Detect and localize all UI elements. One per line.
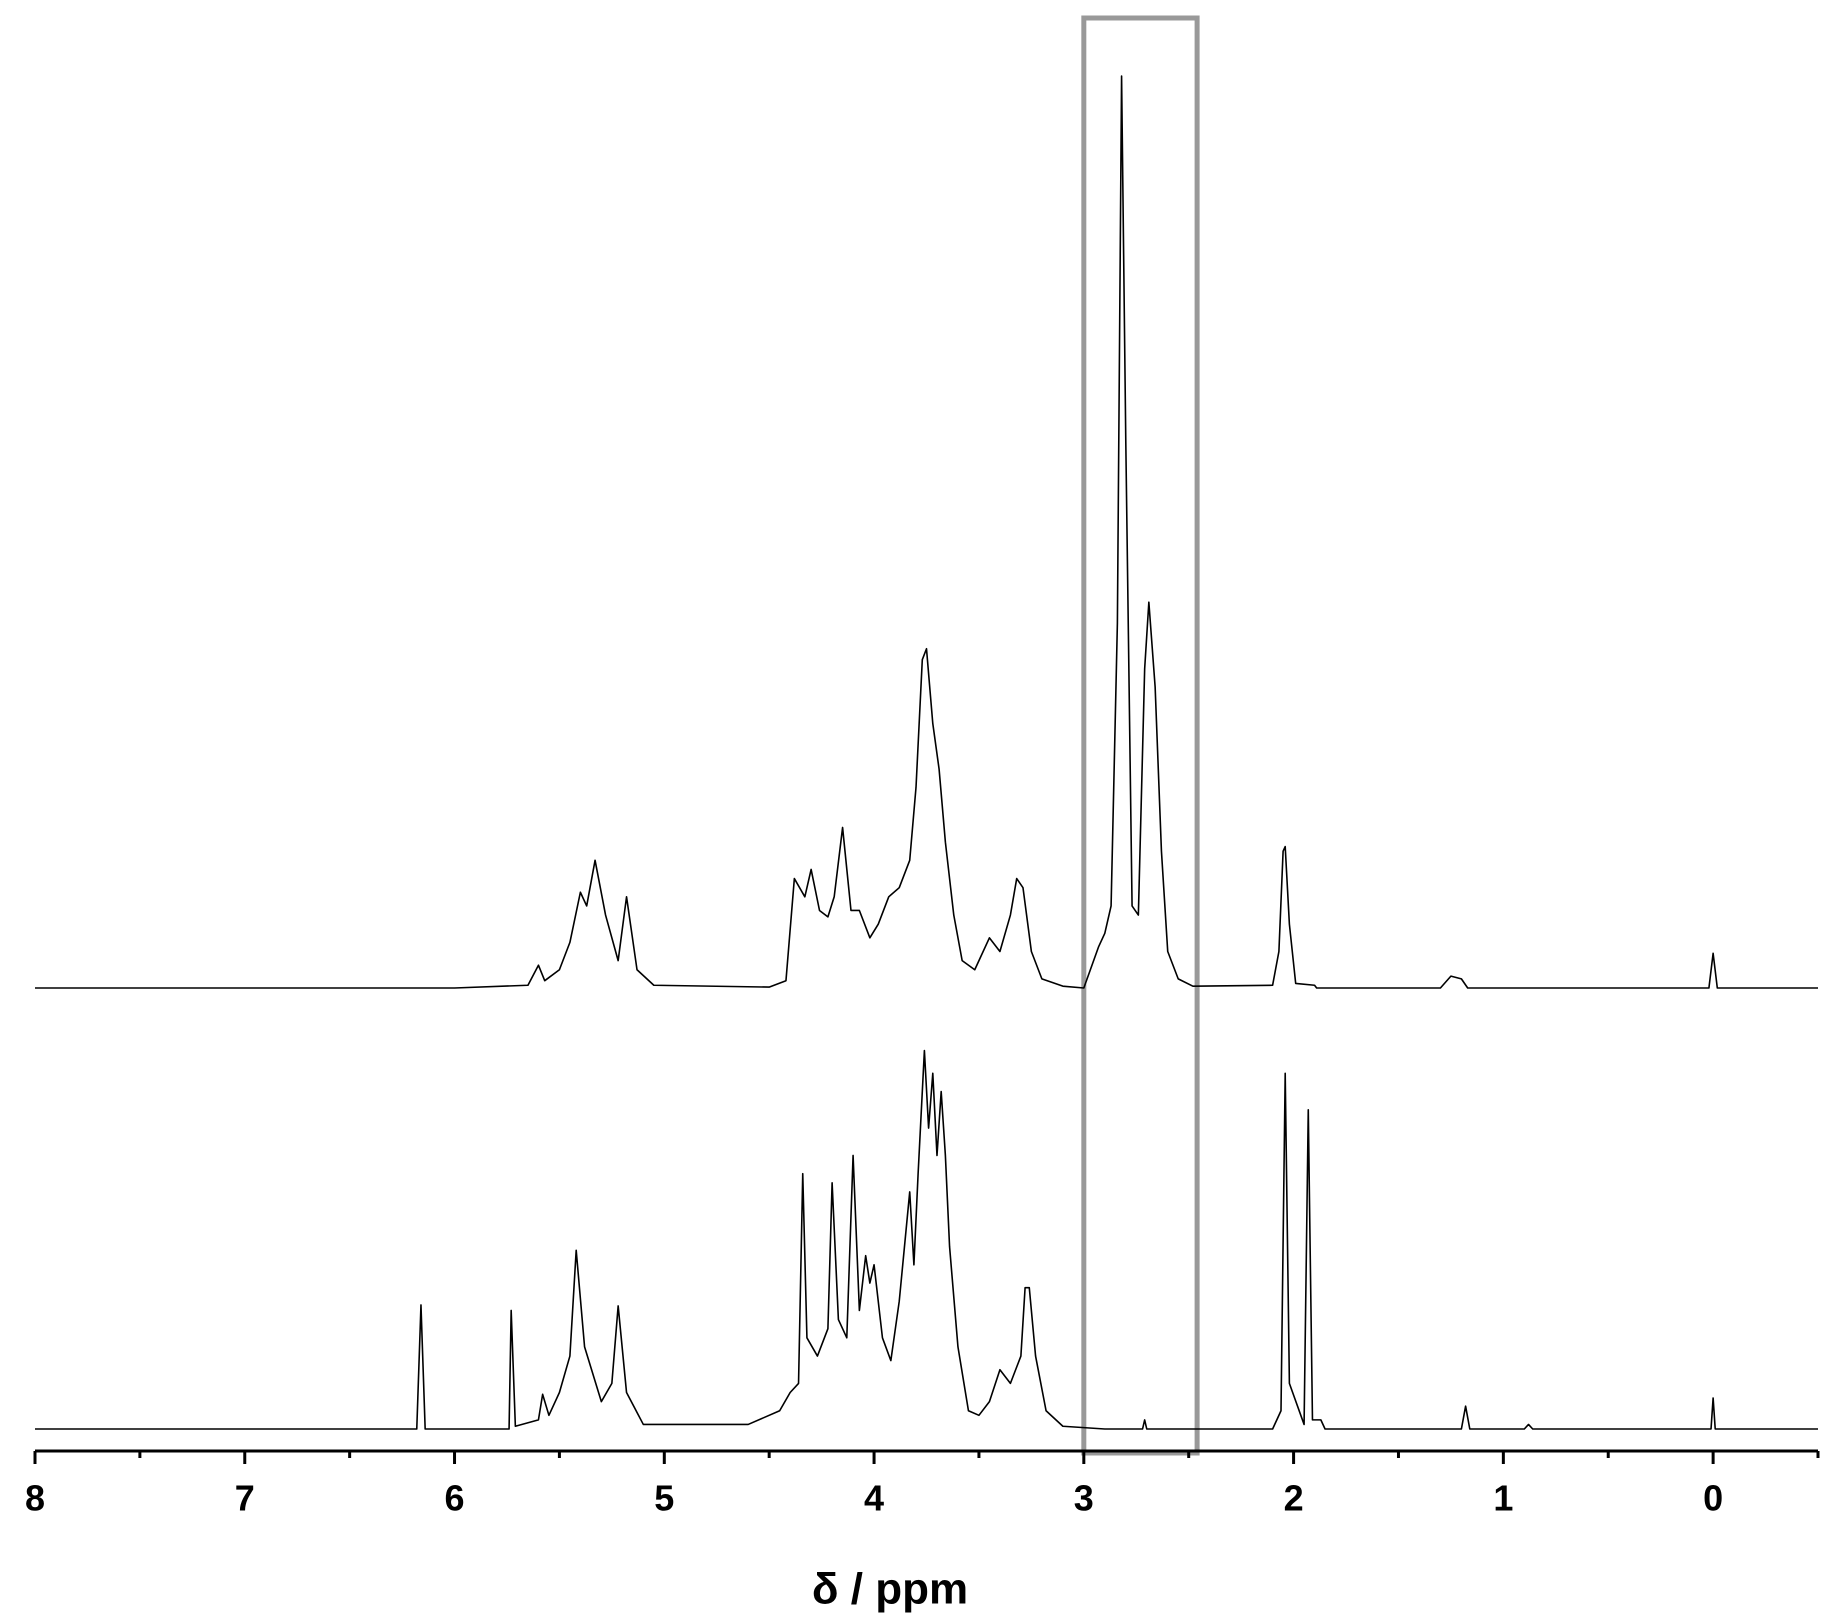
spectrum-line [35, 1049, 1818, 1430]
x-tick-label: 6 [445, 1478, 465, 1519]
x-tick-label: 8 [25, 1478, 45, 1519]
x-tick-label: 5 [654, 1478, 674, 1519]
x-tick-label: 2 [1284, 1478, 1304, 1519]
x-tick-label: 3 [1074, 1478, 1094, 1519]
x-tick-label: 4 [864, 1478, 884, 1519]
x-tick-label: 0 [1703, 1478, 1723, 1519]
x-tick-label: 7 [235, 1478, 255, 1519]
x-tick-label: 1 [1493, 1478, 1513, 1519]
spectrum-line [35, 75, 1818, 989]
x-axis-label: δ / ppm [812, 1565, 968, 1614]
highlight-box [1081, 15, 1200, 1456]
